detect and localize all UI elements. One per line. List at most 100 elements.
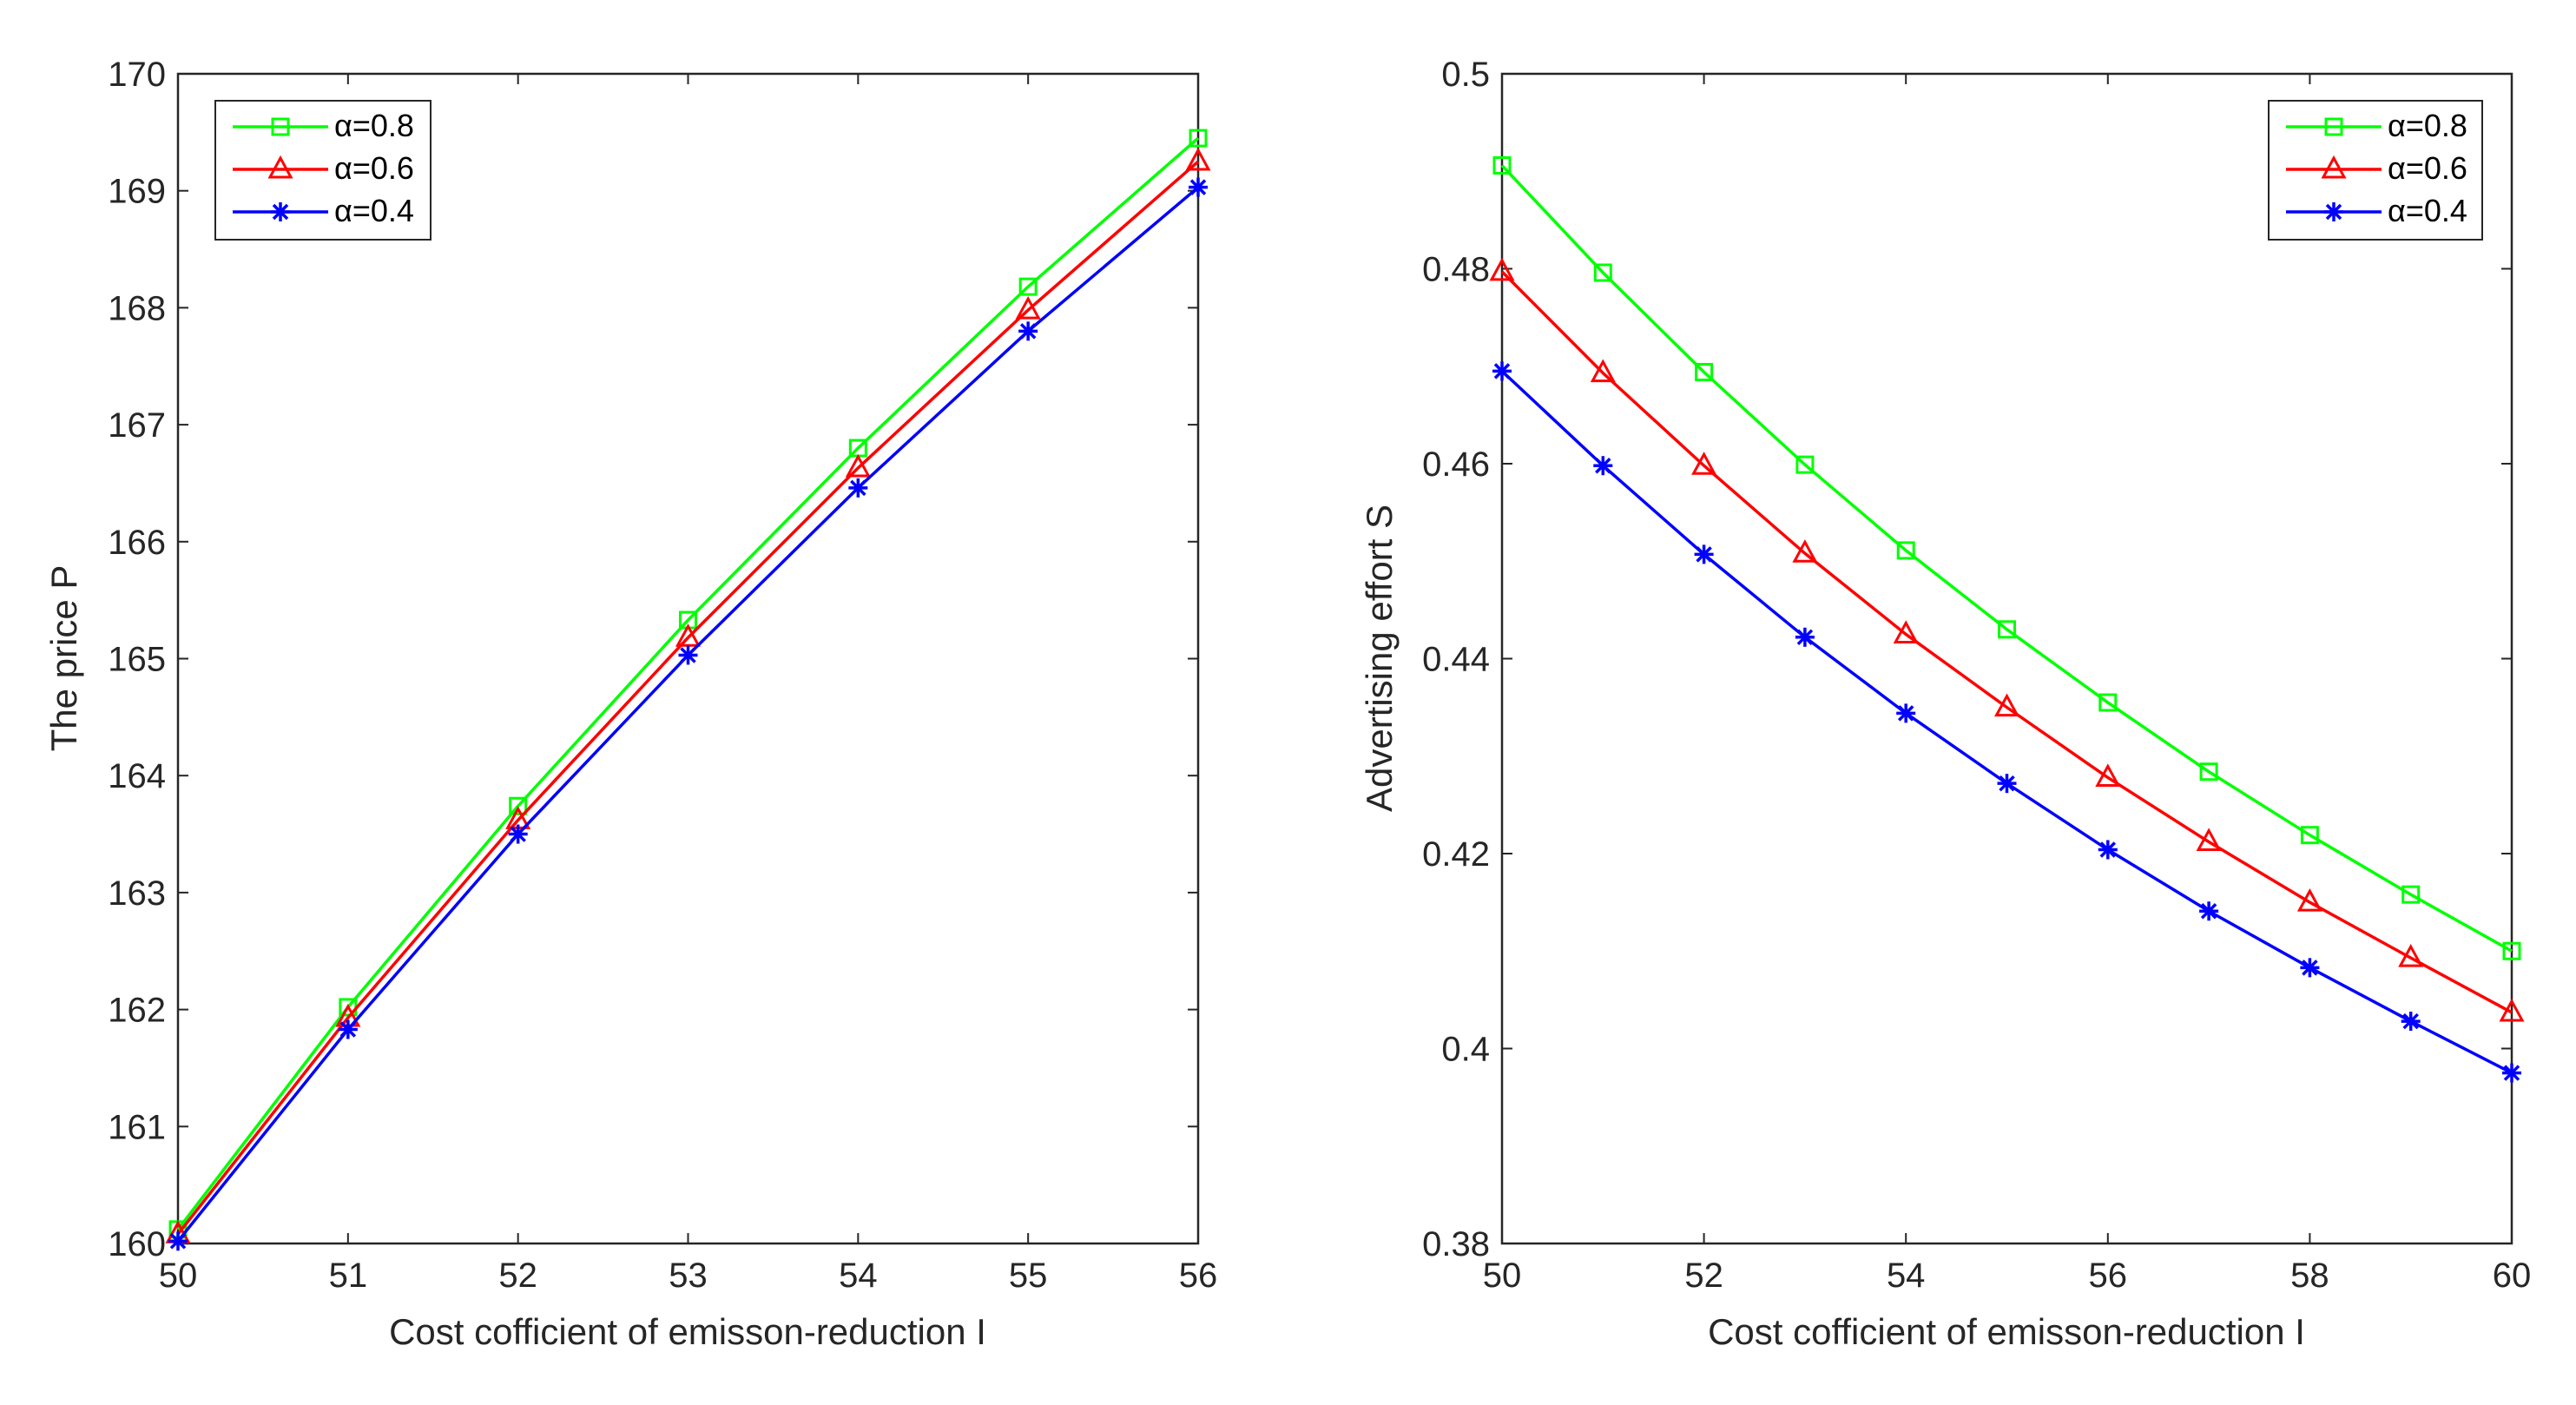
- y-tick-label: 0.48: [1422, 251, 1490, 289]
- x-axis-label: Cost cofficient of emisson-reduction I: [389, 1311, 986, 1352]
- legend-marker: [271, 117, 290, 136]
- data-point: [1998, 620, 2016, 639]
- series-line: [1500, 270, 2513, 1014]
- y-tick-label: 167: [108, 406, 166, 445]
- x-tick-labels: 50 52 54 56 58 60: [1483, 1257, 2532, 1295]
- series-0: [1492, 156, 2521, 960]
- legend-marker: [267, 155, 293, 179]
- data-point: [1489, 257, 1515, 281]
- y-tick-label: 163: [108, 874, 166, 913]
- x-tick-label: 53: [669, 1257, 708, 1295]
- legend-label-alpha-0.8: α=0.8: [2388, 108, 2467, 143]
- data-point: [1189, 129, 1208, 148]
- y-tick-label: 161: [108, 1108, 166, 1146]
- data-point: [2098, 840, 2118, 860]
- y-tick-label: 168: [108, 289, 166, 327]
- data-point: [1896, 541, 1915, 560]
- data-point: [1795, 455, 1815, 474]
- data-point: [2098, 693, 2118, 712]
- y-tick-label: 0.46: [1422, 445, 1490, 484]
- x-tick-label: 56: [2089, 1257, 2128, 1295]
- plot-area: [1500, 72, 2513, 1245]
- data-point: [1993, 693, 2020, 717]
- legend-marker: [2324, 202, 2343, 221]
- legend: α=0.8 α=0.6 α=0.4: [2268, 100, 2483, 241]
- data-point: [2398, 943, 2424, 967]
- legend-label-alpha-0.4: α=0.4: [2388, 193, 2467, 228]
- data-point: [1593, 456, 1613, 476]
- data-point: [1893, 620, 1919, 643]
- y-axis-label: Advertising effort S: [1359, 505, 1400, 812]
- data-point: [509, 796, 528, 815]
- data-point: [1694, 544, 1714, 564]
- data-point: [1695, 362, 1714, 381]
- x-tick-label: 50: [159, 1257, 198, 1295]
- data-point: [1792, 539, 1818, 563]
- legend-marker: [271, 202, 290, 221]
- legend-marker: [2324, 117, 2343, 136]
- x-tick-label: 54: [1887, 1257, 1926, 1295]
- data-point: [338, 1019, 358, 1039]
- legend-label-alpha-0.6: α=0.6: [2388, 150, 2467, 186]
- y-tick-labels: 0.38 0.4 0.42 0.44 0.46 0.48 0.5: [1422, 56, 1490, 1263]
- legend-label-alpha-0.4: α=0.4: [334, 193, 414, 228]
- data-point: [848, 478, 868, 498]
- data-point: [1189, 177, 1208, 197]
- x-tick-label: 51: [329, 1257, 368, 1295]
- y-tick-label: 162: [108, 992, 166, 1030]
- series-2: [1492, 361, 2521, 1083]
- data-point: [678, 645, 698, 665]
- x-tick-labels: 50 51 52 53 54 55 56: [159, 1257, 1218, 1295]
- y-tick-label: 0.42: [1422, 835, 1490, 874]
- data-point: [2300, 958, 2320, 978]
- series-layer: [1489, 156, 2525, 1083]
- series-line: [1500, 164, 2513, 953]
- data-point: [2300, 826, 2319, 845]
- y-tick-label: 0.4: [1441, 1031, 1490, 1069]
- axis-ticks: [1501, 73, 2513, 1244]
- legend-marker: [2321, 155, 2347, 179]
- y-tick-label: 165: [108, 641, 166, 679]
- x-tick-label: 52: [1684, 1257, 1723, 1295]
- data-point: [168, 1231, 188, 1251]
- data-point: [2502, 1063, 2521, 1083]
- data-point: [1492, 156, 1512, 175]
- data-point: [1590, 359, 1616, 383]
- series-2: [168, 177, 1208, 1251]
- data-point: [2502, 941, 2521, 960]
- x-tick-label: 54: [839, 1257, 878, 1295]
- legend-label-alpha-0.6: α=0.6: [334, 150, 414, 186]
- x-tick-label: 58: [2290, 1257, 2329, 1295]
- price-chart: 50 51 52 53 54 55 56 1601611621631641651661671…: [43, 56, 1217, 1352]
- data-point: [1018, 277, 1038, 296]
- legend-label-alpha-0.8: α=0.8: [334, 108, 414, 143]
- data-point: [1593, 263, 1612, 282]
- y-tick-label: 169: [108, 173, 166, 211]
- y-tick-labels: 160 161 162 163 164 165 166 167 168 169 170: [108, 56, 166, 1263]
- y-tick-label: 0.44: [1422, 641, 1490, 679]
- advertising-chart: 50 52 54 56 58 60 0.380.40.420.440.460.480.5 …: [1359, 56, 2531, 1352]
- data-point: [1691, 452, 1717, 475]
- data-point: [1015, 295, 1041, 320]
- y-axis-label: The price P: [43, 565, 84, 752]
- series-line: [176, 160, 1200, 1236]
- data-point: [2199, 762, 2218, 782]
- x-tick-label: 55: [1009, 1257, 1048, 1295]
- y-tick-label: 164: [108, 757, 166, 795]
- data-point: [1896, 703, 1916, 723]
- data-point: [2499, 998, 2525, 1022]
- data-point: [1997, 774, 2017, 794]
- y-tick-label: 0.5: [1441, 56, 1490, 94]
- legend: α=0.8 α=0.6 α=0.4: [214, 100, 432, 241]
- y-tick-label: 160: [108, 1225, 166, 1263]
- axis-ticks: [177, 73, 1199, 1244]
- series-layer: [165, 129, 1211, 1251]
- data-point: [2401, 885, 2421, 904]
- x-tick-label: 56: [1179, 1257, 1218, 1295]
- data-point: [2401, 1012, 2421, 1032]
- data-point: [1018, 321, 1038, 341]
- series-1: [1489, 257, 2525, 1022]
- data-point: [508, 824, 528, 844]
- data-point: [845, 453, 871, 478]
